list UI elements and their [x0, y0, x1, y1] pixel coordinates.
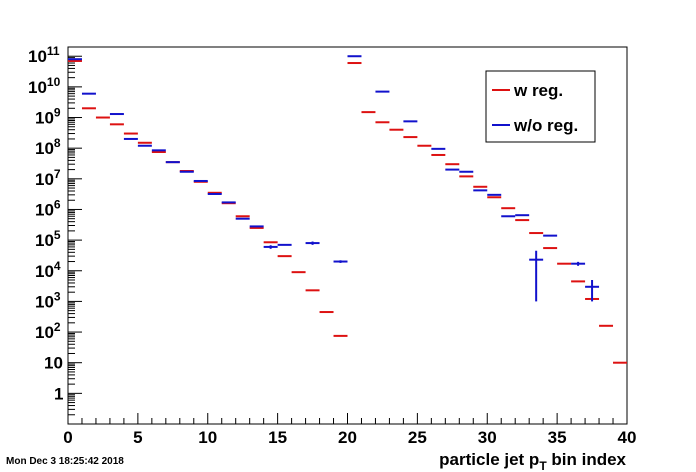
x-tick-label: 10 [198, 428, 217, 447]
y-tick-label: 103 [35, 289, 61, 311]
x-tick-label: 40 [618, 428, 637, 447]
legend-label-w-reg: w reg. [513, 81, 563, 100]
x-tick-label: 5 [133, 428, 142, 447]
x-tick-label: 0 [63, 428, 72, 447]
x-tick-label: 25 [408, 428, 427, 447]
series-wo-reg [68, 55, 600, 302]
timestamp: Mon Dec 3 18:25:42 2018 [6, 456, 124, 467]
y-tick-label: 1 [54, 384, 63, 403]
y-tick-label: 109 [35, 106, 61, 128]
x-axis: 0 5 10 15 20 25 30 35 40 [63, 413, 636, 447]
legend-label-wo-reg: w/o reg. [513, 116, 578, 135]
y-tick-label: 106 [35, 197, 61, 219]
y-tick-label: 108 [35, 136, 61, 158]
x-axis-title: particle jet pT bin index [439, 450, 626, 472]
plot-area [68, 55, 627, 364]
y-tick-label: 1010 [28, 75, 61, 97]
legend: w reg. w/o reg. [485, 70, 596, 143]
x-tick-label: 20 [338, 428, 357, 447]
x-tick-label: 15 [268, 428, 287, 447]
y-tick-label: 107 [35, 167, 61, 189]
x-tick-label: 35 [548, 428, 567, 447]
y-tick-label: 102 [35, 320, 61, 342]
y-tick-label: 10 [44, 354, 63, 373]
legend-box [485, 70, 596, 143]
y-axis: 1 10 102 103 104 105 106 107 108 109 1010 1011 [28, 44, 82, 425]
y-tick-label: 1011 [28, 44, 60, 66]
y-tick-label: 105 [35, 228, 61, 250]
x-tick-label: 30 [478, 428, 497, 447]
y-tick-label: 104 [35, 259, 61, 281]
